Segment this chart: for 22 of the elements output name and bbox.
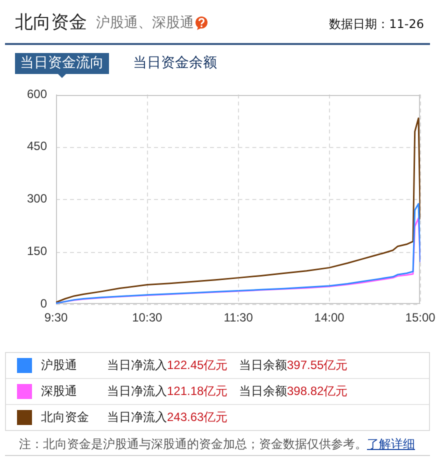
y-tick-label: 450	[26, 139, 48, 154]
text: 当日净流入121.18亿元	[107, 384, 228, 398]
text: 注：北向资金是沪股通与深股通的资金加总；资金数据仅供参考。	[19, 437, 367, 451]
y-tick-label: 600	[26, 86, 48, 101]
text: 当日余额398.82亿元	[239, 384, 348, 398]
x-tick-label: 10:30	[132, 310, 162, 325]
text: 数据日期：11-26	[329, 17, 424, 31]
legend-label: 深股通	[41, 383, 77, 400]
legend-label: 北向资金	[41, 409, 89, 426]
x-tick-label: 14:00	[314, 310, 345, 325]
text: 当日净流入122.45亿元	[107, 358, 228, 372]
y-tick-label: 150	[26, 244, 48, 258]
chart-title: 北向资金	[15, 12, 87, 34]
x-tick-label: 11:30	[224, 310, 254, 325]
y-tick-label: 300	[26, 192, 48, 206]
chart-subtitle: 沪股通、深股通	[96, 14, 194, 33]
text: 当日净流入243.63亿元	[107, 410, 228, 424]
text: 当日余额397.55亿元	[239, 358, 348, 372]
x-tick-label: 15:00	[405, 310, 436, 325]
y-tick-label: 0	[40, 296, 48, 310]
legend-label: 沪股通	[41, 357, 77, 374]
x-tick-label: 9:30	[44, 310, 68, 325]
